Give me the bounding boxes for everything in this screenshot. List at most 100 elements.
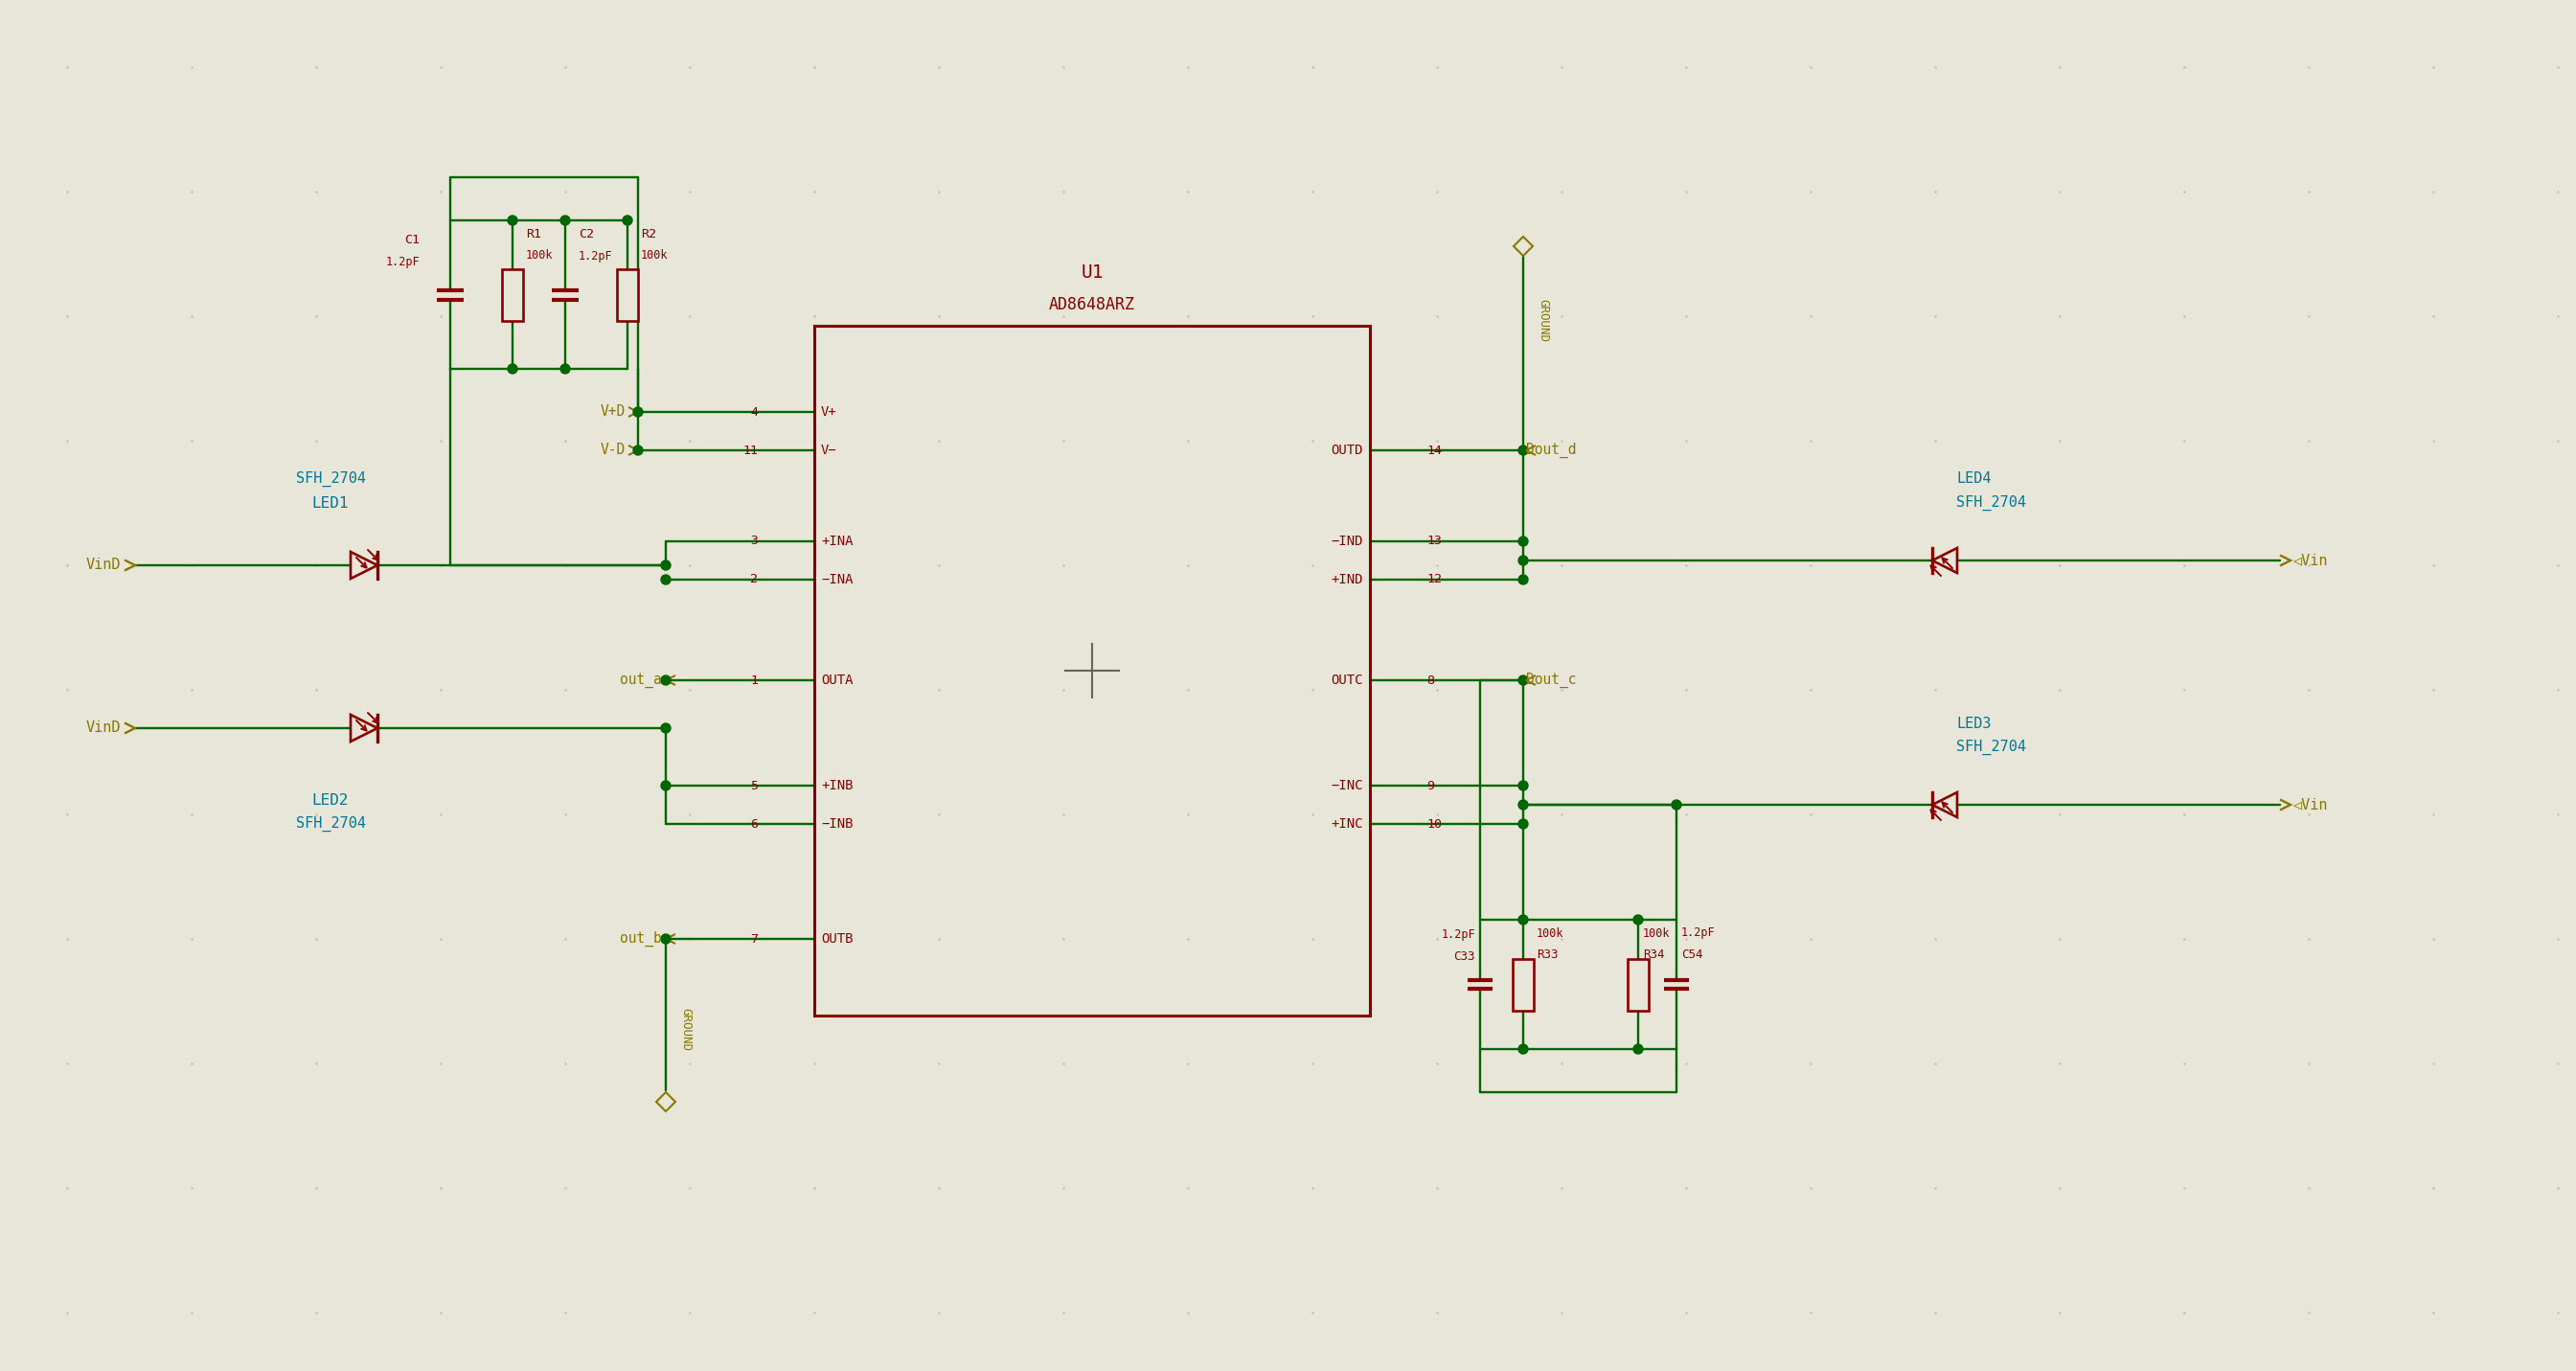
Text: 1.2pF: 1.2pF [1682, 927, 1716, 939]
Bar [1512, 958, 1533, 1010]
Text: ◁Vin: ◁Vin [2293, 798, 2329, 812]
Text: SFH_2704: SFH_2704 [296, 472, 366, 487]
Text: out_a: out_a [621, 673, 662, 688]
Text: ◁Vin: ◁Vin [2293, 554, 2329, 568]
Text: V+: V+ [822, 406, 837, 418]
Text: 5: 5 [750, 779, 757, 792]
Circle shape [562, 365, 569, 374]
Circle shape [1517, 555, 1528, 565]
Circle shape [1517, 536, 1528, 546]
Text: 100k: 100k [1538, 927, 1564, 939]
Text: 1.2pF: 1.2pF [1440, 928, 1476, 941]
Bar [1628, 958, 1649, 1010]
Circle shape [1633, 914, 1643, 924]
Text: Dout_d: Dout_d [1525, 443, 1577, 458]
Text: 14: 14 [1427, 444, 1443, 457]
Text: V-D: V-D [600, 443, 626, 458]
Text: 11: 11 [742, 444, 757, 457]
Text: 4: 4 [750, 406, 757, 418]
Circle shape [1517, 676, 1528, 686]
Circle shape [662, 676, 670, 686]
Circle shape [507, 365, 518, 374]
Bar [502, 269, 523, 321]
Text: +INA: +INA [822, 535, 853, 548]
Text: −IND: −IND [1332, 535, 1363, 548]
Text: V−: V− [822, 444, 837, 457]
Text: R2: R2 [641, 228, 657, 240]
Text: U1: U1 [1082, 265, 1103, 282]
Text: 1.2pF: 1.2pF [580, 250, 613, 262]
Circle shape [562, 215, 569, 225]
Text: −INB: −INB [822, 817, 853, 831]
Text: R33: R33 [1538, 949, 1558, 961]
Text: 100k: 100k [641, 250, 667, 262]
Circle shape [1633, 1045, 1643, 1054]
Circle shape [662, 724, 670, 733]
Text: 100k: 100k [526, 250, 554, 262]
Text: OUTA: OUTA [822, 673, 853, 687]
Polygon shape [1932, 548, 1958, 573]
Text: 12: 12 [1427, 573, 1443, 585]
Circle shape [1517, 1045, 1528, 1054]
Text: LED1: LED1 [312, 496, 348, 510]
Text: +INB: +INB [822, 779, 853, 792]
Circle shape [1517, 801, 1528, 809]
Text: out_b: out_b [621, 931, 662, 946]
Text: AD8648ARZ: AD8648ARZ [1048, 296, 1136, 314]
Text: OUTD: OUTD [1332, 444, 1363, 457]
Text: C54: C54 [1682, 949, 1703, 961]
Circle shape [507, 215, 518, 225]
Text: 2: 2 [750, 573, 757, 585]
Text: LED2: LED2 [312, 792, 348, 808]
Circle shape [662, 561, 670, 570]
Polygon shape [1932, 792, 1958, 817]
Circle shape [662, 574, 670, 584]
Text: LED3: LED3 [1955, 716, 1991, 731]
Text: 13: 13 [1427, 535, 1443, 547]
Circle shape [1672, 801, 1682, 809]
Text: GROUND: GROUND [680, 1008, 693, 1052]
Text: V+D: V+D [600, 404, 626, 420]
Text: R34: R34 [1643, 949, 1664, 961]
Text: VinD: VinD [85, 721, 121, 735]
Circle shape [662, 934, 670, 943]
Text: 6: 6 [750, 817, 757, 831]
Text: 9: 9 [1427, 779, 1435, 792]
Text: 100k: 100k [1643, 927, 1669, 939]
Circle shape [1517, 818, 1528, 828]
Text: −INA: −INA [822, 573, 853, 587]
Text: R1: R1 [526, 228, 541, 240]
Polygon shape [1515, 237, 1533, 256]
Polygon shape [350, 553, 379, 579]
Text: C2: C2 [580, 228, 595, 240]
Text: VinD: VinD [85, 558, 121, 573]
Text: C1: C1 [404, 233, 420, 245]
Polygon shape [350, 714, 379, 742]
Circle shape [623, 215, 631, 225]
Text: SFH_2704: SFH_2704 [296, 816, 366, 832]
Text: 1.2pF: 1.2pF [386, 255, 420, 267]
Text: 8: 8 [1427, 675, 1435, 687]
Circle shape [662, 781, 670, 791]
Text: SFH_2704: SFH_2704 [1955, 495, 2027, 511]
Text: 10: 10 [1427, 817, 1443, 831]
Text: 1: 1 [750, 675, 757, 687]
Text: LED4: LED4 [1955, 472, 1991, 487]
Text: OUTC: OUTC [1332, 673, 1363, 687]
Text: 7: 7 [750, 932, 757, 945]
Text: Dout_c: Dout_c [1525, 672, 1577, 688]
Bar [616, 269, 639, 321]
Text: OUTB: OUTB [822, 932, 853, 946]
Polygon shape [657, 1093, 675, 1112]
Text: +IND: +IND [1332, 573, 1363, 587]
Text: +INC: +INC [1332, 817, 1363, 831]
Circle shape [634, 446, 644, 455]
Circle shape [1517, 914, 1528, 924]
Text: GROUND: GROUND [1538, 299, 1548, 343]
Text: −INC: −INC [1332, 779, 1363, 792]
Circle shape [1517, 446, 1528, 455]
Text: SFH_2704: SFH_2704 [1955, 739, 2027, 755]
Text: C33: C33 [1453, 950, 1476, 962]
Text: 3: 3 [750, 535, 757, 547]
Circle shape [1517, 781, 1528, 791]
